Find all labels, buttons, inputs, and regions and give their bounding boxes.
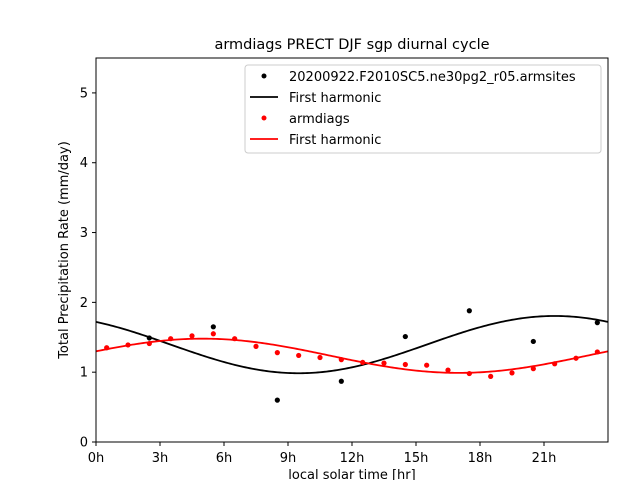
obs-data-point [210,331,216,337]
legend-marker-obs-points [261,115,267,121]
model-data-point [530,338,536,345]
obs-data-point [317,354,323,361]
model-data-point [466,308,472,314]
lines-layer [96,315,608,375]
obs-data-point [253,343,259,349]
x-tick-label: 3h [152,451,169,466]
y-tick-label: 5 [80,86,88,101]
obs-data-point [530,366,536,372]
obs-data-point [189,333,195,339]
y-tick-label: 3 [80,226,88,241]
model-data-point [146,335,152,341]
legend-label-model-harmonic: First harmonic [289,91,381,106]
x-ticks: 0h 3h 6h 9h 12h 15h 18h 21h [88,442,557,466]
x-tick-label: 12h [340,451,365,466]
chart-title: armdiags PRECT DJF sgp diurnal cycle [214,37,489,53]
model-data-point [274,397,280,403]
harmonic-line-obs [96,337,608,374]
obs-data-point [104,345,110,351]
y-tick-label: 0 [80,436,88,451]
legend-marker-model-points [261,73,267,79]
x-tick-label: 18h [468,451,493,466]
legend-box [244,64,602,154]
x-tick-label: 9h [280,451,297,466]
obs-data-point [594,349,600,355]
x-tick-label: 0h [88,451,105,466]
obs-data-point [573,355,579,361]
obs-data-point [146,340,152,347]
obs-data-point [488,373,494,379]
y-tick-label: 2 [80,296,88,311]
model-data-point [210,324,216,330]
y-tick-label: 1 [80,366,88,381]
model-data-point [402,333,408,340]
obs-data-point [381,360,387,366]
obs-data-point [552,361,558,367]
model-data-point [338,378,344,384]
obs-data-point [168,336,174,342]
obs-data-point [338,357,344,363]
obs-data-point [360,359,366,366]
obs-data-point [466,370,472,377]
legend-label-obs-harmonic: First harmonic [289,133,381,148]
legend: 20200922.F2010SC5.ne30pg2_r05.armsites F… [244,64,602,154]
obs-data-point [402,361,408,368]
points-layer [104,308,600,403]
plot-area [96,308,608,403]
obs-data-point [445,367,451,373]
obs-data-point [296,352,302,359]
model-data-point [594,320,600,326]
obs-data-point [232,336,238,342]
obs-data-point [274,350,280,356]
legend-label-obs-points: armdiags [289,112,350,127]
harmonic-line-model [96,315,608,375]
x-tick-label: 6h [216,451,233,466]
x-tick-label: 21h [532,451,557,466]
y-tick-label: 4 [80,156,88,171]
y-ticks: 0 1 2 3 4 5 [80,86,96,451]
x-axis-label: local solar time [hr] [288,468,415,480]
obs-data-point [125,342,131,348]
legend-label-model-points: 20200922.F2010SC5.ne30pg2_r05.armsites [289,70,576,85]
x-tick-label: 15h [404,451,429,466]
y-axis-label: Total Precipitation Rate (mm/day) [57,141,72,360]
obs-data-point [509,370,515,376]
obs-data-point [424,362,430,368]
